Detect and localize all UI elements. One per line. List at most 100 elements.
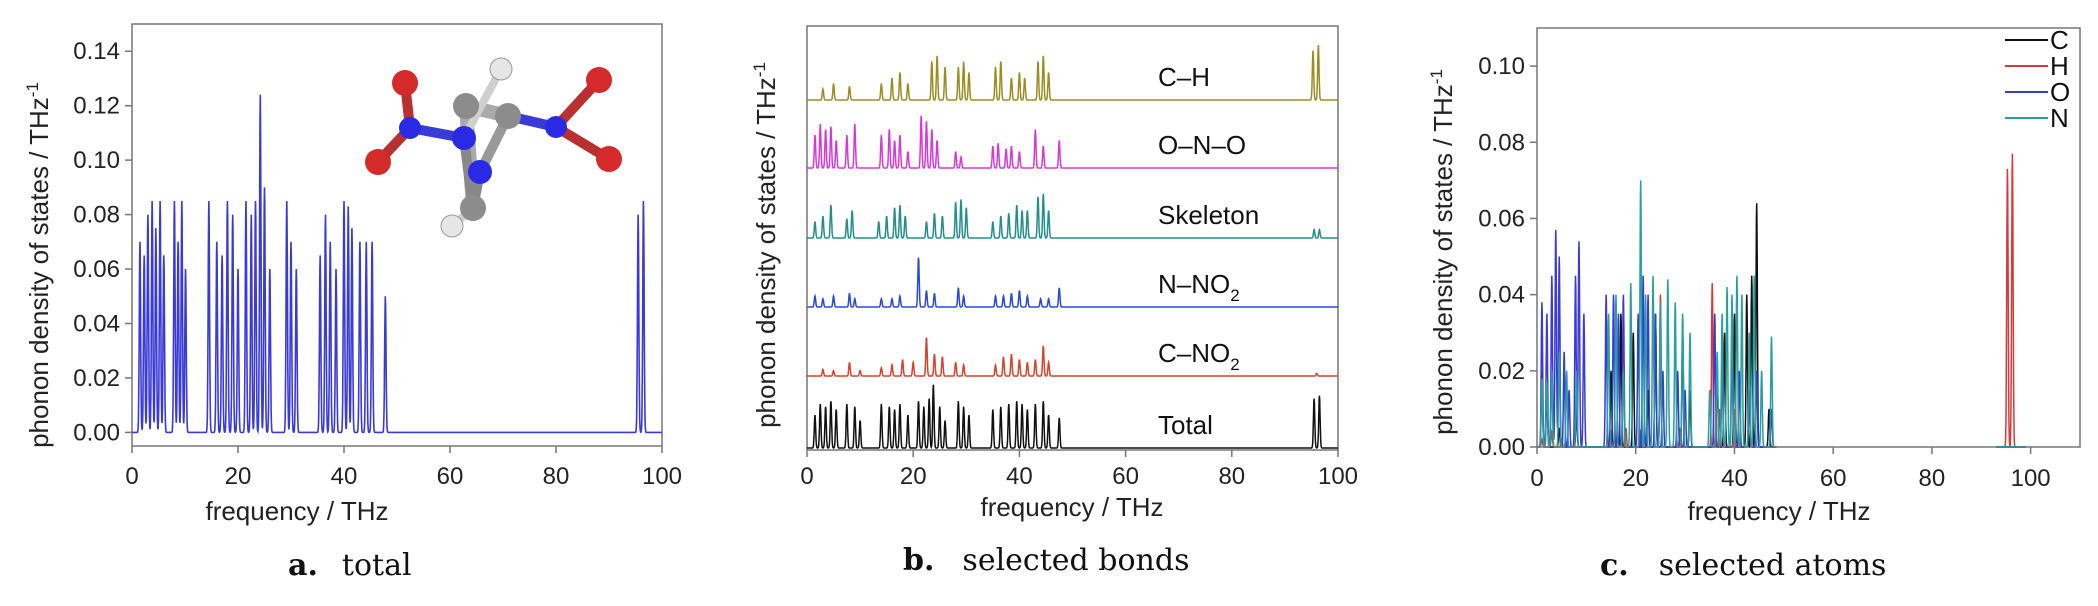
- y-tick-label: 0.06: [1478, 205, 1525, 232]
- panel-c-caption-letter: c.: [1600, 548, 1629, 583]
- panel-a-caption: a. total: [288, 548, 412, 583]
- panel-c-caption-text: selected atoms: [1659, 548, 1887, 583]
- legend-label: H: [2050, 51, 2069, 81]
- x-tick-label: 20: [900, 463, 927, 490]
- series-label-main: O–N–O: [1158, 130, 1246, 160]
- x-tick-label: 100: [1318, 463, 1358, 490]
- series-label: C–H: [1158, 62, 1210, 92]
- series-line: [807, 337, 1338, 377]
- molecule-h-atom: [489, 57, 513, 81]
- y-tick-label: 0.14: [73, 38, 120, 65]
- x-tick-label: 40: [1006, 463, 1033, 490]
- panel-a-ticks: 0 20 40 60 80 100 0.00 0.02 0.04 0.06 0.08 0.10 0.12…: [73, 38, 682, 490]
- molecule-o-atom: [365, 149, 391, 175]
- panel-c-ylabel-main: phonon density of states / THz: [1428, 84, 1458, 435]
- x-tick-label: 0: [125, 463, 138, 490]
- x-tick-label: 40: [1721, 465, 1748, 492]
- x-tick-label: 100: [642, 463, 682, 490]
- series-label-main: C–NO: [1158, 338, 1230, 368]
- panel-c-curves: [1537, 153, 2026, 449]
- molecule-n-atom: [399, 117, 421, 139]
- molecule-n-atom: [452, 126, 476, 150]
- panel-b-curves: [807, 44, 1338, 450]
- panel-b-ylabel: phonon density of states / THz-1: [750, 62, 781, 428]
- series-line: [807, 257, 1338, 308]
- series-label: O–N–O: [1158, 130, 1246, 160]
- y-tick-label: 0.02: [73, 365, 120, 392]
- x-tick-label: 80: [1218, 463, 1245, 490]
- series-line: [132, 94, 662, 435]
- molecule-c-atom: [495, 103, 521, 129]
- panel-a-ylabel-sup: -1: [23, 82, 42, 97]
- panel-a-axes: [131, 23, 663, 447]
- panel-b-caption: b. selected bonds: [903, 543, 1189, 578]
- series-label-main: C–H: [1158, 62, 1210, 92]
- panel-c-xlabel: frequency / THz: [1687, 496, 1870, 526]
- series-line: [807, 44, 1338, 101]
- series-label: Skeleton: [1158, 200, 1259, 230]
- molecule-c-atom: [460, 195, 486, 221]
- panel-b-ticks: 0 20 40 60 80 100: [800, 450, 1358, 490]
- series-label-main: Skeleton: [1158, 200, 1259, 230]
- x-tick-label: 20: [1622, 465, 1649, 492]
- series-label-sub: 2: [1230, 355, 1239, 374]
- panel-b-ylabel-sup: -1: [750, 62, 769, 77]
- series-line: [807, 384, 1338, 450]
- panel-b-xlabel: frequency / THz: [980, 492, 1163, 522]
- y-tick-label: 0.00: [73, 419, 120, 446]
- panel-b-ylabel-main: phonon density of states / THz: [751, 77, 781, 428]
- panel-a-ylabel-main: phonon density of states / THz: [24, 97, 54, 448]
- panel-c-ylabel-sup: -1: [1427, 69, 1446, 84]
- legend-label: C: [2050, 25, 2069, 55]
- x-tick-label: 60: [1820, 465, 1847, 492]
- y-tick-label: 0.08: [1478, 129, 1525, 156]
- y-tick-label: 0.10: [1478, 53, 1525, 80]
- molecule-o-atom: [392, 70, 418, 96]
- y-tick-label: 0.04: [1478, 282, 1525, 309]
- series-line: [807, 193, 1338, 239]
- y-tick-label: 0.02: [1478, 358, 1525, 385]
- molecule-h-atom: [440, 214, 464, 238]
- molecule-n-atom: [545, 116, 567, 138]
- panel-c-caption: c. selected atoms: [1600, 548, 1886, 583]
- series-label: Total: [1158, 410, 1213, 440]
- panel-b: 0 20 40 60 80 100 C–HO–N–OSkeletonN–NO2C–NO2T…: [750, 25, 1358, 578]
- molecule-o-atom: [586, 67, 612, 93]
- x-tick-label: 60: [1112, 463, 1139, 490]
- series-label-main: Total: [1158, 410, 1213, 440]
- x-tick-label: 40: [331, 463, 358, 490]
- series-label: N–NO2: [1158, 269, 1240, 305]
- y-tick-label: 0.06: [73, 256, 120, 283]
- panel-c-ticks: 0 20 40 60 80 100 0.00 0.02 0.04 0.06 0.08 0.10: [1478, 53, 2050, 492]
- panel-a-caption-letter: a.: [288, 548, 318, 583]
- panel-a: 0 20 40 60 80 100 0.00 0.02 0.04 0.06 0.08 0.10 0.12…: [23, 23, 682, 583]
- molecule-n-atom: [468, 160, 492, 184]
- y-tick-label: 0.08: [73, 202, 120, 229]
- panel-b-caption-text: selected bonds: [962, 543, 1189, 578]
- panel-a-caption-text: total: [342, 548, 412, 583]
- plot-frame: [1536, 27, 2081, 448]
- x-tick-label: 100: [2011, 465, 2051, 492]
- panel-c: 0 20 40 60 80 100 0.00 0.02 0.04 0.06 0.08 0.10 CHO…: [1427, 25, 2081, 583]
- series-line: [1537, 180, 2026, 449]
- panel-a-ylabel: phonon density of states / THz-1: [23, 82, 54, 448]
- series-line: [807, 115, 1338, 169]
- molecule-o-atom: [596, 146, 622, 172]
- panel-a-curve: [132, 94, 662, 435]
- x-tick-label: 20: [225, 463, 252, 490]
- series-label: C–NO2: [1158, 338, 1240, 374]
- y-tick-label: 0.00: [1478, 434, 1525, 461]
- panel-a-xlabel: frequency / THz: [205, 496, 388, 526]
- plot-frame: [131, 23, 663, 447]
- legend-label: O: [2050, 77, 2070, 107]
- x-tick-label: 80: [543, 463, 570, 490]
- y-tick-label: 0.04: [73, 310, 120, 337]
- y-tick-label: 0.10: [73, 147, 120, 174]
- x-tick-label: 60: [437, 463, 464, 490]
- panel-c-axes: [1536, 27, 2081, 448]
- series-label-main: N–NO: [1158, 269, 1230, 299]
- x-tick-label: 80: [1919, 465, 1946, 492]
